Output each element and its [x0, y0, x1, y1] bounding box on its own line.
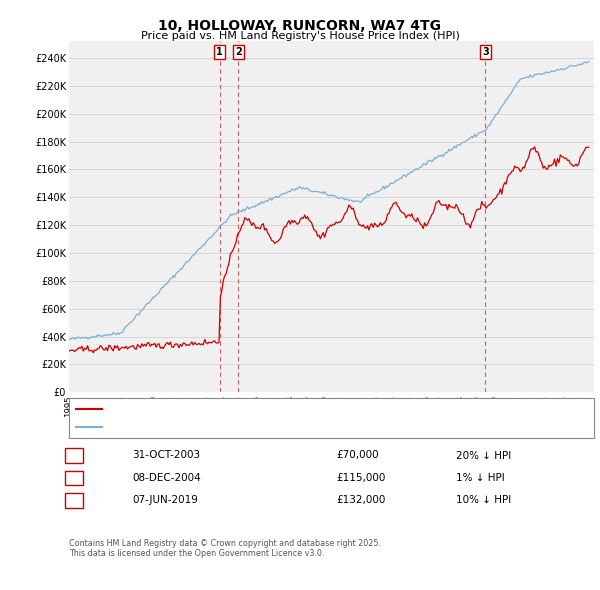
Text: 1: 1 [216, 47, 223, 57]
Text: 3: 3 [482, 47, 489, 57]
Text: 20% ↓ HPI: 20% ↓ HPI [456, 451, 511, 460]
Text: Price paid vs. HM Land Registry's House Price Index (HPI): Price paid vs. HM Land Registry's House … [140, 31, 460, 41]
Text: £115,000: £115,000 [336, 473, 385, 483]
Text: This data is licensed under the Open Government Licence v3.0.: This data is licensed under the Open Gov… [69, 549, 325, 558]
Text: 07-JUN-2019: 07-JUN-2019 [132, 496, 198, 505]
Text: Contains HM Land Registry data © Crown copyright and database right 2025.: Contains HM Land Registry data © Crown c… [69, 539, 381, 548]
Text: 10, HOLLOWAY, RUNCORN, WA7 4TG: 10, HOLLOWAY, RUNCORN, WA7 4TG [158, 19, 442, 33]
Text: £70,000: £70,000 [336, 451, 379, 460]
Text: £132,000: £132,000 [336, 496, 385, 505]
Text: 31-OCT-2003: 31-OCT-2003 [132, 451, 200, 460]
Text: 3: 3 [71, 496, 79, 505]
Text: 1: 1 [71, 451, 79, 460]
Text: HPI: Average price, semi-detached house, Halton: HPI: Average price, semi-detached house,… [106, 421, 346, 431]
Text: 2: 2 [235, 47, 242, 57]
Text: 2: 2 [71, 473, 79, 483]
Text: 10, HOLLOWAY, RUNCORN, WA7 4TG (semi-detached house): 10, HOLLOWAY, RUNCORN, WA7 4TG (semi-det… [106, 404, 402, 414]
Text: 08-DEC-2004: 08-DEC-2004 [132, 473, 201, 483]
Text: 10% ↓ HPI: 10% ↓ HPI [456, 496, 511, 505]
Text: 1% ↓ HPI: 1% ↓ HPI [456, 473, 505, 483]
